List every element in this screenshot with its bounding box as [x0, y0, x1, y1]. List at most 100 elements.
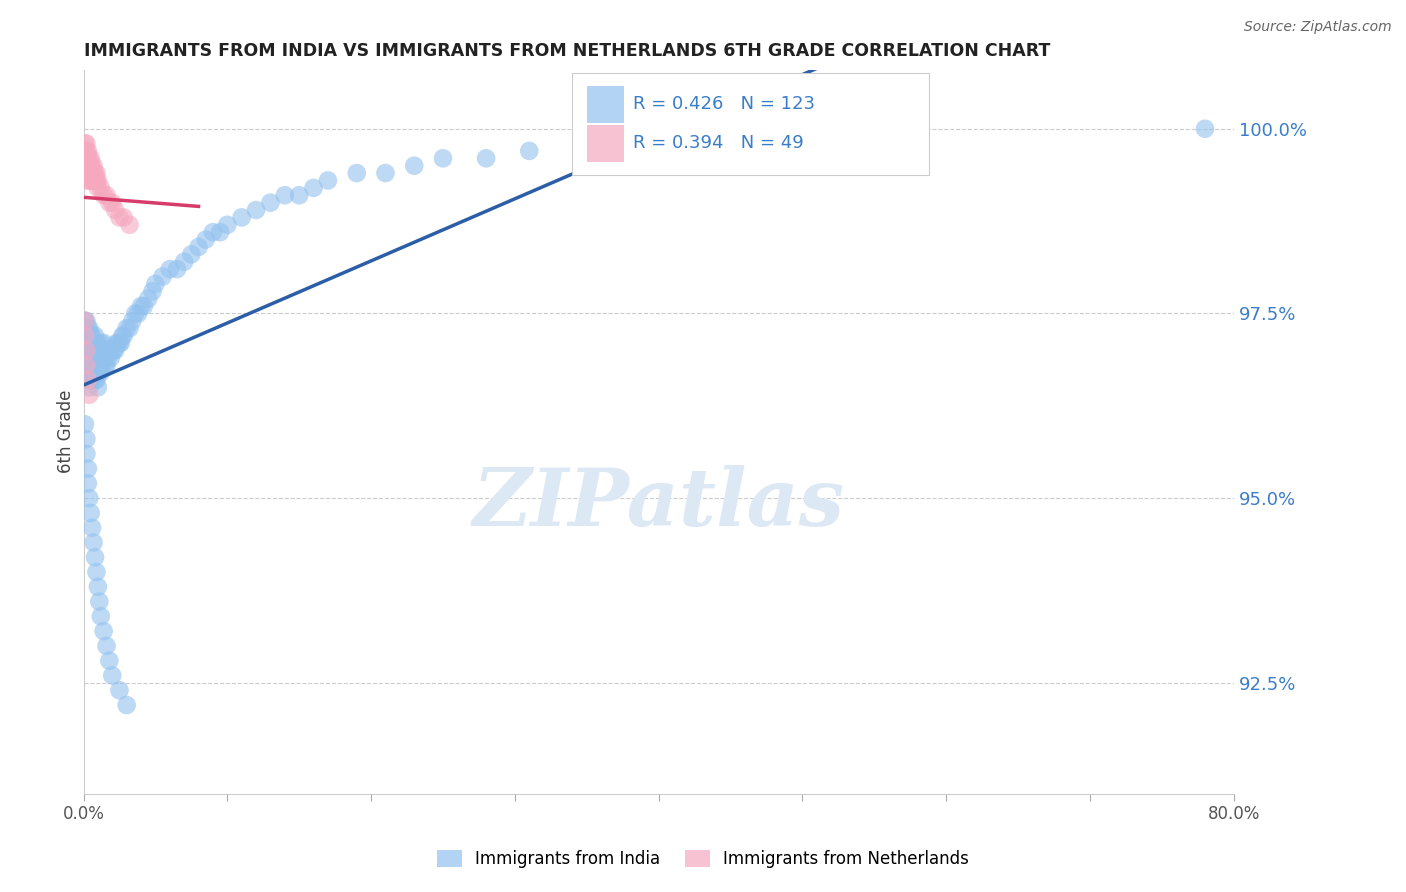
Point	[87, 173, 110, 187]
Point	[108, 211, 131, 225]
Point	[77, 336, 100, 351]
Point	[89, 594, 111, 608]
Point	[90, 336, 112, 351]
Point	[104, 343, 127, 358]
Point	[73, 328, 96, 343]
Point	[83, 366, 105, 380]
Point	[77, 159, 100, 173]
Point	[89, 343, 111, 358]
Point	[77, 321, 100, 335]
Point	[93, 336, 115, 351]
Point	[87, 351, 110, 365]
Point	[77, 366, 100, 380]
Point	[690, 136, 713, 151]
Point	[806, 136, 828, 151]
Point	[98, 195, 121, 210]
Point	[80, 173, 103, 187]
Point	[84, 173, 107, 187]
Point	[101, 195, 124, 210]
Point	[75, 144, 97, 158]
Point	[96, 358, 118, 372]
Point	[89, 358, 111, 372]
Point	[166, 262, 188, 277]
Point	[173, 254, 195, 268]
Point	[112, 211, 135, 225]
Point	[83, 159, 105, 173]
Point	[73, 417, 96, 432]
Point	[346, 166, 368, 180]
Point	[73, 166, 96, 180]
Point	[115, 698, 138, 712]
Point	[86, 358, 108, 372]
Point	[76, 144, 98, 158]
Point	[87, 181, 110, 195]
Point	[82, 343, 104, 358]
Point	[110, 336, 132, 351]
Point	[112, 328, 135, 343]
Point	[76, 373, 98, 387]
Point	[76, 366, 98, 380]
Point	[75, 447, 97, 461]
Point	[107, 336, 129, 351]
Point	[97, 351, 120, 365]
Point	[73, 151, 96, 165]
Point	[432, 151, 454, 165]
Text: IMMIGRANTS FROM INDIA VS IMMIGRANTS FROM NETHERLANDS 6TH GRADE CORRELATION CHART: IMMIGRANTS FROM INDIA VS IMMIGRANTS FROM…	[83, 42, 1050, 60]
Point	[111, 328, 134, 343]
Point	[82, 521, 104, 535]
Point	[87, 366, 110, 380]
Point	[98, 654, 121, 668]
Point	[83, 166, 105, 180]
Point	[517, 144, 540, 158]
Point	[187, 240, 209, 254]
Point	[83, 535, 105, 549]
Point	[77, 351, 100, 365]
Point	[77, 166, 100, 180]
Point	[121, 314, 143, 328]
Point	[80, 166, 103, 180]
Point	[87, 336, 110, 351]
Point	[127, 306, 149, 320]
Point	[217, 218, 239, 232]
Point	[75, 159, 97, 173]
Point	[73, 343, 96, 358]
Point	[180, 247, 202, 261]
Point	[90, 181, 112, 195]
Point	[83, 351, 105, 365]
Point	[118, 218, 141, 232]
Text: Source: ZipAtlas.com: Source: ZipAtlas.com	[1244, 20, 1392, 34]
Point	[80, 343, 103, 358]
Point	[82, 166, 104, 180]
Point	[152, 269, 174, 284]
Point	[101, 668, 124, 682]
Y-axis label: 6th Grade: 6th Grade	[58, 390, 75, 474]
Point	[96, 188, 118, 202]
Point	[748, 136, 770, 151]
Point	[86, 166, 108, 180]
Point	[82, 328, 104, 343]
Point	[245, 202, 267, 217]
Point	[76, 351, 98, 365]
Point	[475, 151, 498, 165]
Point	[77, 380, 100, 394]
Point	[141, 285, 163, 299]
Point	[86, 173, 108, 187]
Point	[94, 358, 117, 372]
Point	[129, 299, 152, 313]
Point	[82, 159, 104, 173]
FancyBboxPatch shape	[572, 73, 929, 175]
Point	[91, 358, 114, 372]
Point	[91, 343, 114, 358]
Point	[105, 336, 128, 351]
Point	[90, 351, 112, 365]
Point	[104, 202, 127, 217]
Point	[75, 358, 97, 372]
Legend: Immigrants from India, Immigrants from Netherlands: Immigrants from India, Immigrants from N…	[430, 843, 976, 875]
Point	[75, 432, 97, 446]
Point	[84, 343, 107, 358]
Point	[575, 144, 598, 158]
Point	[76, 461, 98, 475]
Point	[84, 550, 107, 565]
Point	[73, 314, 96, 328]
Point	[159, 262, 181, 277]
